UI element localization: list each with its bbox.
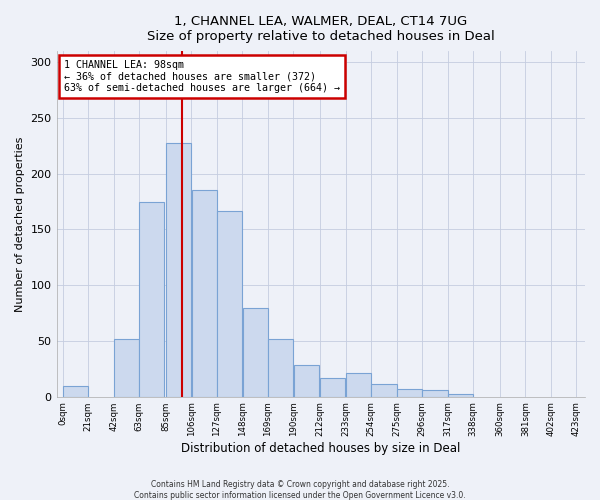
Bar (191, 190, 217, 396)
Bar (139, 202, 164, 396)
Bar (371, 384, 397, 396)
Bar (293, 366, 319, 396)
Bar (397, 389, 422, 396)
Bar (268, 338, 293, 396)
X-axis label: Distribution of detached houses by size in Deal: Distribution of detached houses by size … (181, 442, 460, 455)
Text: 1 CHANNEL LEA: 98sqm
← 36% of detached houses are smaller (372)
63% of semi-deta: 1 CHANNEL LEA: 98sqm ← 36% of detached h… (64, 60, 340, 93)
Bar (346, 374, 371, 396)
Title: 1, CHANNEL LEA, WALMER, DEAL, CT14 7UG
Size of property relative to detached hou: 1, CHANNEL LEA, WALMER, DEAL, CT14 7UG S… (147, 15, 494, 43)
Bar (166, 142, 191, 396)
Y-axis label: Number of detached properties: Number of detached properties (15, 136, 25, 312)
Bar (320, 378, 346, 396)
Bar (422, 390, 448, 396)
Bar (448, 394, 473, 396)
Bar (114, 338, 139, 396)
Text: Contains HM Land Registry data © Crown copyright and database right 2025.
Contai: Contains HM Land Registry data © Crown c… (134, 480, 466, 500)
Bar (217, 210, 242, 396)
Bar (63, 386, 88, 396)
Bar (242, 308, 268, 396)
